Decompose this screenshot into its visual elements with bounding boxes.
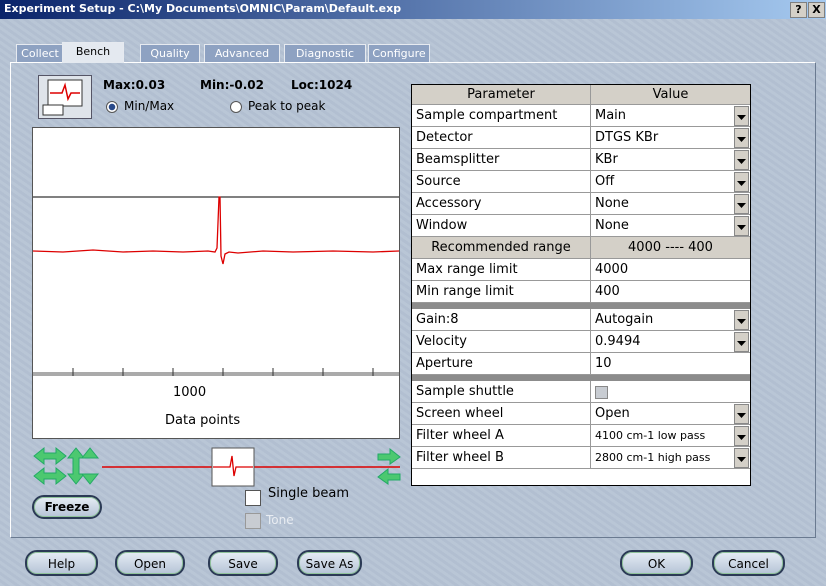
value-cell[interactable]: None [591, 193, 750, 215]
navigation-strip [33, 446, 401, 487]
value-cell: 4000 [591, 259, 750, 281]
value-cell[interactable]: Main [591, 105, 750, 127]
parameter-cell: Max range limit [412, 259, 591, 281]
dropdown-button[interactable] [734, 106, 749, 126]
dropdown-button[interactable] [734, 310, 749, 330]
x-tick-label: 1000 [173, 385, 207, 400]
tab[interactable]: Advanced [204, 44, 280, 62]
value-cell: 400 [591, 281, 750, 303]
value-cell[interactable]: Autogain [591, 309, 750, 331]
signal-trace [32, 196, 400, 265]
zoom-arrows[interactable] [33, 446, 100, 486]
parameter-cell: Window [412, 215, 591, 237]
tab[interactable]: Quality [140, 44, 200, 62]
signal-plot [32, 196, 400, 376]
shuttle-checkbox[interactable] [595, 386, 608, 399]
dropdown-button[interactable] [734, 448, 749, 468]
column-header: Value [591, 85, 750, 105]
parameter-cell: Gain:8 [412, 309, 591, 331]
single-beam-checkbox[interactable] [245, 490, 261, 506]
value-cell: 4000 ---- 400 [591, 237, 750, 259]
value-cell[interactable]: Open [591, 403, 750, 425]
mode-label: Peak to peak [248, 99, 326, 113]
parameter-cell: Sample compartment [412, 105, 591, 127]
parameter-cell: Accessory [412, 193, 591, 215]
parameter-cell: Beamsplitter [412, 149, 591, 171]
group-separator [412, 303, 750, 309]
tab-panel [10, 62, 816, 538]
dropdown-button[interactable] [734, 332, 749, 352]
tab[interactable]: Bench [62, 42, 124, 63]
tab[interactable]: Diagnostic [284, 44, 366, 62]
help-button[interactable]: ? [790, 2, 807, 18]
loc-readout: Loc:1024 [291, 78, 353, 92]
parameter-cell: Source [412, 171, 591, 193]
group-separator [412, 375, 750, 381]
value-cell[interactable]: DTGS KBr [591, 127, 750, 149]
dropdown-button[interactable] [734, 194, 749, 214]
value-cell[interactable]: KBr [591, 149, 750, 171]
value-cell[interactable]: Off [591, 171, 750, 193]
dialog-button[interactable]: OK [620, 550, 693, 576]
signal-graph: 1000 Data points [32, 127, 400, 439]
column-header: Parameter [412, 85, 591, 105]
dropdown-button[interactable] [734, 150, 749, 170]
mode-label: Min/Max [124, 99, 175, 113]
parameter-cell: Filter wheel B [412, 447, 591, 469]
mode-radio[interactable] [230, 101, 242, 113]
dialog-button[interactable]: Cancel [712, 550, 785, 576]
parameter-cell: Aperture [412, 353, 591, 375]
value-cell: 10 [591, 353, 750, 375]
bench-icon[interactable] [38, 75, 92, 119]
axis-ticks [72, 368, 374, 376]
dropdown-button[interactable] [734, 426, 749, 446]
parameter-cell: Filter wheel A [412, 425, 591, 447]
dialog-button[interactable]: Save [208, 550, 278, 576]
dialog-button[interactable]: Save As [297, 550, 362, 576]
dropdown-button[interactable] [734, 404, 749, 424]
tab[interactable]: Collect [16, 44, 64, 62]
dropdown-button[interactable] [734, 216, 749, 236]
tone-checkbox [245, 513, 261, 529]
parameter-cell: Velocity [412, 331, 591, 353]
value-cell[interactable]: 4100 cm-1 low pass [591, 425, 750, 447]
title-bar: Experiment Setup - C:\My Documents\OMNIC… [0, 0, 826, 19]
freeze-button[interactable]: Freeze [32, 495, 102, 519]
scroll-arrows[interactable] [377, 447, 401, 485]
close-button[interactable]: X [808, 2, 825, 18]
tone-label: Tone [266, 513, 294, 527]
mode-radio[interactable] [106, 101, 118, 113]
axis-bar [33, 372, 399, 376]
parameter-cell: Detector [412, 127, 591, 149]
window-title: Experiment Setup - C:\My Documents\OMNIC… [4, 2, 402, 15]
tab[interactable]: Configure [368, 44, 430, 62]
value-cell [591, 381, 750, 403]
single-beam-label: Single beam [268, 486, 349, 501]
dropdown-button[interactable] [734, 128, 749, 148]
x-axis-label: Data points [165, 413, 241, 428]
value-cell[interactable]: None [591, 215, 750, 237]
parameter-cell: Screen wheel [412, 403, 591, 425]
dialog-button[interactable]: Help [25, 550, 98, 576]
dialog-button[interactable]: Open [115, 550, 185, 576]
parameter-cell: Recommended range [412, 237, 591, 259]
parameter-cell: Min range limit [412, 281, 591, 303]
parameter-cell: Sample shuttle [412, 381, 591, 403]
value-cell[interactable]: 2800 cm-1 high pass [591, 447, 750, 469]
dropdown-button[interactable] [734, 172, 749, 192]
parameter-table: Parameter Value Sample compartment Main Dete… [411, 84, 751, 486]
min-readout: Min:-0.02 [200, 78, 264, 92]
value-cell[interactable]: 0.9494 [591, 331, 750, 353]
max-readout: Max:0.03 [103, 78, 166, 92]
